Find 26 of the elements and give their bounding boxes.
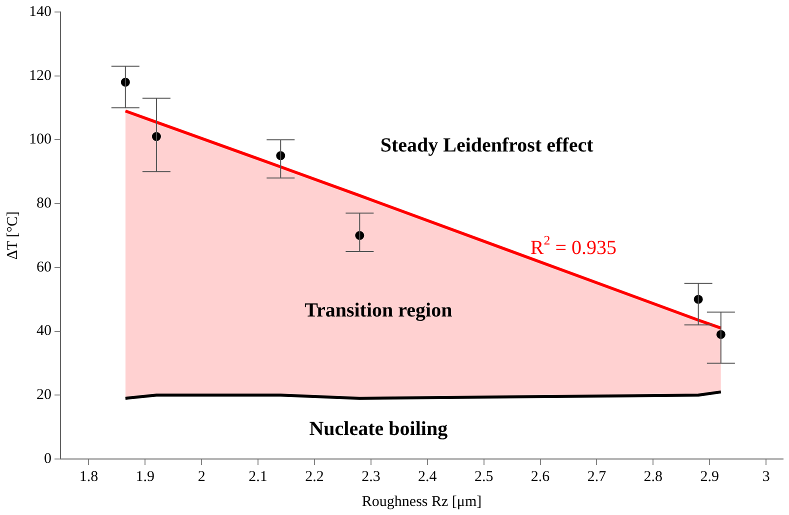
y-tick-label: 120 [29,68,52,84]
y-tick-label: 20 [36,387,52,404]
x-tick-label: 2.6 [530,468,550,485]
y-tick-label: 60 [36,259,52,276]
x-tick-label: 2.9 [700,468,719,485]
y-tick-label: 40 [36,323,52,340]
y-axis-title: ΔT [°C] [4,211,21,260]
x-axis-title: Roughness Rz [μm] [362,494,482,510]
x-tick-label: 2.4 [418,468,438,485]
x-tick-label: 2.5 [474,468,494,485]
annotation: Steady Leidenfrost effect [380,134,594,156]
y-tick-label: 0 [44,450,52,467]
annotation: Transition region [304,300,452,322]
x-tick-label: 2.1 [248,468,268,485]
x-tick-label: 2.2 [305,468,324,485]
x-tick-label: 2.8 [644,468,663,485]
x-tick-label: 2.7 [587,468,607,485]
y-tick-label: 80 [36,196,52,212]
y-tick-label: 140 [29,4,52,20]
y-tick-label: 100 [29,132,52,148]
x-tick-label: 3 [762,468,770,485]
x-tick-label: 1.8 [79,468,98,485]
x-tick-label: 2 [198,468,206,485]
x-tick-label: 2.3 [362,468,380,485]
x-tick-label: 1.9 [136,468,155,485]
annotation: Nucleate boiling [309,418,448,440]
